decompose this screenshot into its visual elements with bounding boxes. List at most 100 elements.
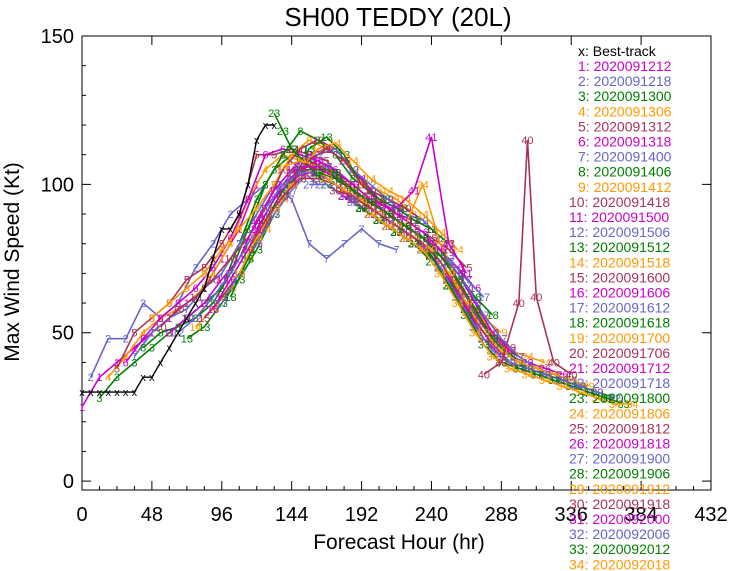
series-point: 6	[297, 150, 303, 162]
legend-entry: 29: 2020091912	[569, 481, 670, 497]
legend-entry: 33: 2020092012	[569, 541, 670, 557]
best-track-point: x	[97, 387, 103, 399]
series-point: 9	[236, 224, 242, 236]
series-point: 13	[303, 144, 315, 156]
legend-entry: 16: 2020091606	[569, 285, 670, 301]
series-point: 41	[443, 239, 455, 251]
series-point: 31	[338, 191, 350, 203]
series-point: 40	[478, 369, 490, 381]
series-point: 14	[329, 138, 341, 150]
series-point: 12	[382, 194, 394, 206]
legend-entry: 23: 2020091800	[569, 390, 670, 406]
series-point: 27	[320, 179, 332, 191]
series-point: 1	[184, 298, 190, 310]
series-point: 2	[88, 372, 94, 384]
y-tick-label: 50	[52, 323, 74, 345]
legend-entry: 7: 2020091400	[578, 149, 672, 165]
series-point: 9	[393, 194, 399, 206]
series-point: 11	[303, 150, 314, 162]
series-point: 7	[289, 194, 295, 206]
series-point: 10	[312, 135, 324, 147]
series-point: 9	[184, 283, 190, 295]
series-point: 14	[347, 156, 359, 168]
series-point: 7	[236, 239, 242, 251]
series-point: 3	[131, 357, 137, 369]
legend-entry: 9: 2020091412	[578, 179, 672, 195]
x-tick-label: 384	[624, 504, 657, 526]
series-point: 7	[219, 268, 225, 280]
series-point: 5	[219, 239, 225, 251]
series-point: 3	[254, 194, 260, 206]
series-point: 14	[382, 185, 394, 197]
best-track-point: x	[149, 372, 155, 384]
series-point: 10	[172, 304, 184, 316]
series-point: 3	[114, 372, 120, 384]
legend-entry: 17: 2020091612	[569, 300, 670, 316]
series-point: 32	[486, 346, 498, 358]
series-point: 8	[140, 343, 146, 355]
series-point: 24	[539, 357, 551, 369]
x-tick-label: 288	[485, 504, 518, 526]
series-point: 40	[530, 292, 542, 304]
series-point: 41	[408, 185, 420, 197]
best-track-point: x	[228, 224, 234, 236]
series-point: 22	[277, 179, 289, 191]
series-point: 8	[158, 328, 164, 340]
series-line	[212, 159, 476, 310]
series-point: 7	[306, 239, 312, 251]
series-point: 34	[504, 363, 516, 375]
series-point: 6	[367, 194, 373, 206]
best-track-point: x	[158, 357, 164, 369]
series-point: 10	[155, 322, 167, 334]
series-point: 3	[149, 343, 155, 355]
series-point: 14	[189, 322, 201, 334]
series-point: 20	[347, 194, 359, 206]
legend-entry: 2: 2020091218	[578, 73, 672, 89]
series-point: 19	[251, 233, 263, 245]
series-point: 13	[198, 322, 210, 334]
series-point: 9	[166, 298, 172, 310]
legend-entry: 18: 2020091618	[569, 315, 670, 331]
series-point: 23	[286, 144, 298, 156]
series-point: 12	[207, 292, 219, 304]
series-point: 9	[271, 179, 277, 191]
series-point: 30	[329, 185, 341, 197]
series-point: 13	[373, 194, 385, 206]
series-point: 6	[315, 156, 321, 168]
series-point: 10	[277, 165, 289, 177]
series-point: 11	[164, 328, 175, 340]
series-point: 4	[315, 162, 321, 174]
legend-entry: 8: 2020091406	[578, 164, 672, 180]
series-point: 18	[224, 292, 236, 304]
best-track-point: x	[175, 328, 181, 340]
series-point: 41	[390, 203, 402, 215]
series-point: 7	[358, 224, 364, 236]
y-tick-label: 100	[41, 174, 74, 196]
legend-entry: 4: 2020091306	[578, 103, 672, 119]
series-point: 8	[175, 322, 181, 334]
series-point: 8	[315, 135, 321, 147]
legend-entry: 21: 2020091712	[569, 360, 670, 376]
series-point: 7	[393, 245, 399, 257]
y-tick-label: 0	[63, 471, 74, 493]
best-track-point: x	[193, 298, 199, 310]
series-point: 7	[254, 209, 260, 221]
series-point: 4	[262, 165, 268, 177]
series-point: 22	[259, 203, 271, 215]
legend-entry: 13: 2020091512	[569, 239, 670, 255]
series-point: 16	[312, 156, 324, 168]
legend-entry: 30: 2020091918	[569, 496, 670, 512]
series-point: 34	[399, 233, 411, 245]
series-point: 5	[184, 274, 190, 286]
series-point: 8	[245, 224, 251, 236]
best-track-point: x	[114, 387, 120, 399]
series-point: 4	[227, 239, 233, 251]
best-track-point: x	[245, 179, 251, 191]
series-point: 28	[312, 167, 324, 179]
best-track-point: x	[254, 135, 260, 147]
series-point: 4	[105, 372, 111, 384]
series-point: 8	[350, 173, 356, 185]
legend-entry: 12: 2020091506	[569, 224, 670, 240]
